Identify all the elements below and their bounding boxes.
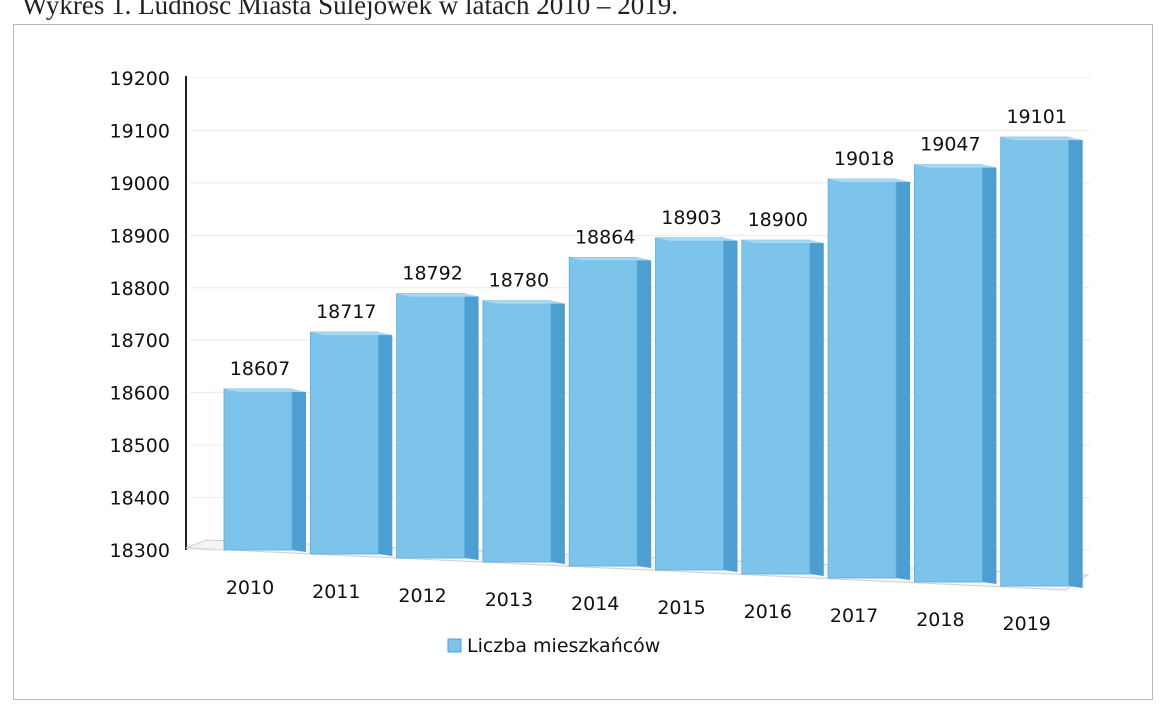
y-tick-label: 18300 [110, 540, 170, 562]
bar-front [1000, 136, 1070, 587]
bar-top [396, 293, 479, 297]
bar-top [569, 257, 652, 261]
bar-front [914, 164, 983, 583]
bars [223, 136, 1083, 588]
x-tick-label: 2017 [830, 605, 878, 627]
data-label: 19101 [1006, 106, 1066, 128]
x-tick-label: 2010 [226, 577, 274, 599]
bar-side [292, 388, 306, 552]
bar-front [568, 257, 638, 567]
data-label: 18780 [489, 270, 549, 292]
data-label: 18607 [230, 358, 290, 380]
legend-label: Liczba mieszkańców [467, 635, 660, 657]
y-tick-label: 18400 [110, 488, 170, 510]
bar [914, 164, 997, 584]
bar [396, 293, 479, 560]
bar [741, 239, 824, 576]
legend-swatch [447, 638, 462, 653]
y-tick-label: 18800 [110, 278, 170, 300]
bar-side [378, 332, 393, 556]
bar [1000, 136, 1083, 588]
bar-top [482, 300, 565, 304]
data-label: 18903 [661, 207, 721, 229]
y-tick-label: 18600 [110, 383, 170, 405]
bar [309, 331, 393, 556]
bar [482, 300, 565, 564]
bar-front [223, 388, 293, 551]
bar [568, 257, 652, 568]
x-tick-label: 2013 [485, 589, 533, 611]
x-tick-label: 2014 [571, 593, 619, 615]
y-tick-label: 19200 [110, 68, 170, 90]
bar-top [224, 388, 306, 392]
x-tick-label: 2019 [1003, 613, 1051, 635]
data-label: 18717 [316, 301, 376, 323]
bar [223, 388, 306, 552]
bar-front [396, 293, 466, 559]
data-labels: 18607 18717 18792 18780 18864 18903 18900 19018… [230, 106, 1067, 380]
data-label: 18900 [748, 209, 808, 231]
bar-top [914, 164, 997, 168]
data-label: 18864 [575, 226, 635, 248]
bar-side [809, 240, 824, 576]
data-label: 19047 [920, 134, 980, 156]
x-tick-label: 2011 [312, 581, 360, 603]
bar-front [309, 331, 379, 555]
x-axis-labels: 2010 2011 2012 2013 2014 2015 2016 2017 2018 2019 [226, 577, 1051, 635]
bar [827, 178, 911, 580]
chart-caption: Wykres 1. Ludność Miasta Sulejówek w lat… [22, 0, 679, 20]
bar-front [741, 239, 811, 575]
x-tick-label: 2012 [398, 585, 446, 607]
legend: Liczba mieszkańców [447, 635, 660, 657]
data-label: 19018 [834, 148, 894, 170]
x-tick-label: 2015 [657, 597, 705, 619]
bar-side [550, 300, 565, 564]
bar-top [828, 179, 911, 183]
bar [655, 237, 738, 572]
bar-side [1068, 137, 1083, 588]
bar-top [310, 332, 393, 336]
x-tick-label: 2018 [916, 609, 964, 631]
bar-side [464, 293, 479, 560]
bar-top [1000, 137, 1083, 141]
bar-front [827, 178, 897, 579]
data-label: 18792 [402, 263, 462, 285]
y-tick-label: 19100 [110, 120, 170, 142]
bar-front [655, 237, 724, 571]
bar-side [637, 257, 652, 568]
bar-side [723, 237, 738, 572]
y-tick-label: 18900 [110, 225, 170, 247]
y-tick-label: 19000 [110, 173, 170, 195]
bar-side [982, 164, 997, 584]
bar-top [741, 240, 824, 244]
y-tick-label: 18700 [110, 330, 170, 352]
y-tick-label: 18500 [110, 435, 170, 457]
bar-side [896, 179, 911, 580]
x-tick-label: 2016 [744, 601, 792, 623]
bar-front [482, 300, 552, 563]
bar-top [655, 237, 738, 241]
